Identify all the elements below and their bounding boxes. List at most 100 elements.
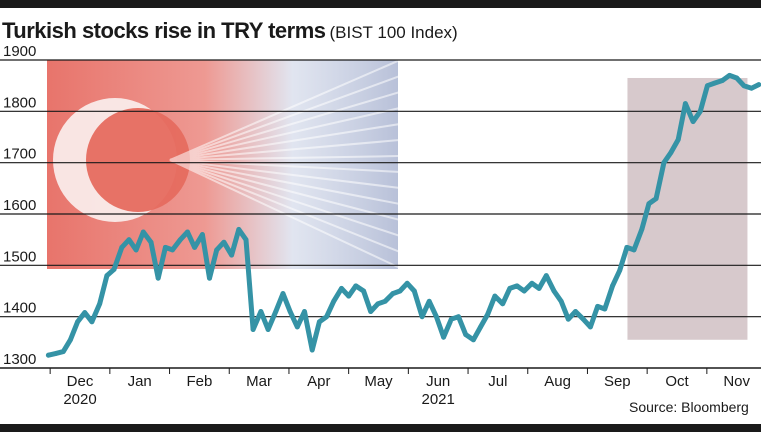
data-point (126, 237, 132, 243)
data-point (697, 108, 703, 114)
data-point (558, 298, 564, 304)
data-point (441, 334, 446, 340)
data-point (434, 314, 439, 320)
data-point (690, 119, 696, 124)
x-tick-label: May (364, 373, 393, 390)
data-point (426, 298, 432, 304)
data-point (390, 291, 396, 296)
data-point (529, 280, 535, 286)
y-tick-label: 1300 (3, 351, 36, 368)
data-point (280, 291, 286, 296)
data-point (346, 293, 352, 299)
data-point (492, 293, 498, 299)
data-point (595, 304, 600, 309)
data-point (565, 316, 571, 322)
data-point (485, 311, 491, 317)
data-point (375, 301, 381, 307)
data-point (97, 301, 103, 307)
y-tick-label: 1400 (3, 300, 36, 317)
data-point (536, 286, 542, 291)
data-point (404, 280, 410, 286)
data-point (727, 73, 732, 78)
data-point (287, 309, 293, 314)
data-point (602, 306, 608, 312)
x-tick-label: Jul (488, 373, 507, 390)
data-point (258, 309, 264, 314)
data-point (199, 232, 205, 237)
data-point (273, 309, 279, 314)
data-point (543, 273, 549, 278)
data-point (339, 286, 344, 291)
data-point (133, 247, 139, 253)
x-tick-label: Sep (604, 373, 631, 390)
data-point (756, 82, 761, 88)
data-point (514, 283, 520, 289)
data-point (89, 319, 95, 325)
data-point (741, 83, 747, 89)
data-point (463, 332, 469, 338)
data-point (448, 316, 454, 322)
y-tick-label: 1600 (3, 197, 36, 214)
data-point (397, 288, 403, 294)
data-point (331, 298, 337, 304)
data-point (682, 101, 688, 107)
data-point (675, 137, 681, 142)
data-point (60, 349, 66, 354)
data-point (294, 324, 300, 330)
data-point (419, 314, 425, 320)
data-point (68, 337, 73, 343)
data-point (177, 237, 183, 243)
data-point (719, 78, 725, 83)
data-point (82, 310, 88, 315)
data-point (324, 314, 329, 320)
data-point (250, 327, 256, 332)
data-point (617, 268, 623, 273)
y-tick-label: 1700 (3, 146, 36, 163)
data-point (162, 244, 168, 250)
x-tick-label: Apr (307, 373, 330, 390)
data-point (588, 324, 593, 330)
y-tick-label: 1900 (3, 43, 36, 60)
y-tick-label: 1500 (3, 248, 36, 265)
data-point (734, 75, 740, 81)
x-tick-label: Nov (723, 373, 750, 390)
data-point (646, 201, 652, 207)
data-point (111, 267, 117, 272)
data-point (45, 352, 51, 358)
data-point (361, 288, 366, 294)
data-point (243, 237, 249, 243)
data-point (368, 309, 374, 314)
chart-subtitle: (BIST 100 Index) (329, 23, 458, 42)
data-point (353, 283, 359, 289)
data-point (639, 227, 645, 232)
source-note: Source: Bloomberg (629, 399, 749, 415)
data-point (610, 283, 615, 289)
data-point (661, 160, 667, 166)
x-year-label: 2021 (422, 391, 455, 408)
data-point (580, 316, 586, 322)
data-point (471, 337, 476, 343)
data-point (140, 229, 146, 235)
data-point (573, 309, 578, 314)
chart-title-block: Turkish stocks rise in TRY terms (BIST 10… (2, 18, 458, 44)
data-point (170, 247, 175, 253)
x-tick-label: Oct (665, 373, 689, 390)
data-point (478, 324, 483, 330)
data-point (500, 301, 506, 307)
x-tick-label: Aug (544, 373, 571, 390)
bottom-rule (0, 424, 761, 432)
x-tick-label: Jan (128, 373, 152, 390)
data-point (507, 286, 513, 291)
data-point (221, 239, 227, 245)
y-axis-ticks: 1300 1400 1500 1600 1700 1800 1900 (3, 43, 36, 368)
data-point (712, 80, 718, 86)
data-point (668, 150, 674, 155)
data-point (382, 298, 388, 304)
data-point (456, 314, 461, 320)
data-point (631, 247, 637, 253)
top-rule (0, 0, 761, 8)
data-point (185, 229, 190, 235)
data-point (265, 327, 271, 332)
